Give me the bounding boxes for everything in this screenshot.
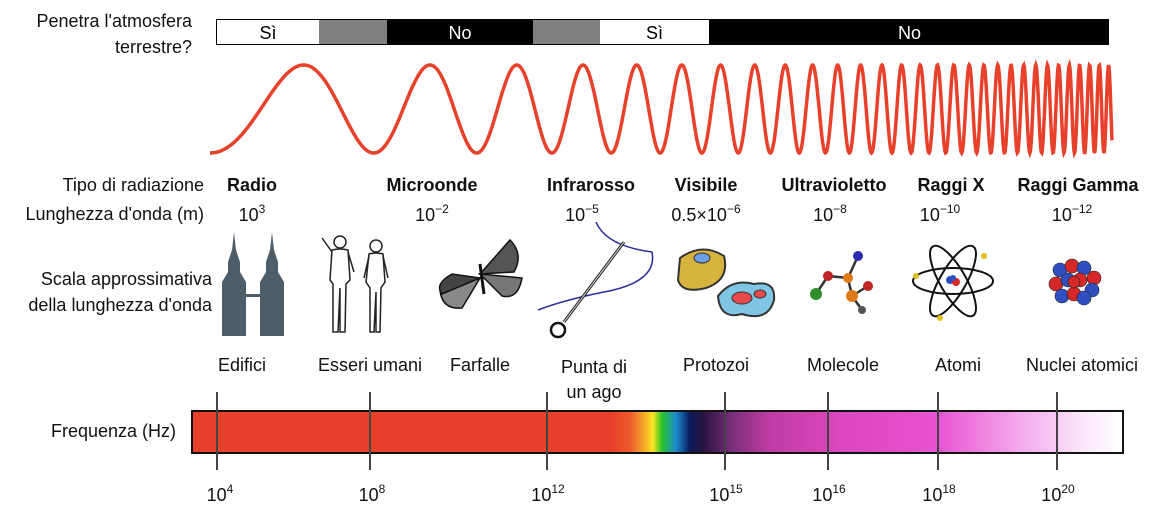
atmosphere-segment-yes: Sì: [600, 20, 709, 44]
scale-row-label: Scala approssimativa della lunghezza d'o…: [28, 266, 212, 318]
atmosphere-question-line2: terrestre?: [114, 37, 192, 57]
radiation-type-visible: Visibile: [674, 175, 738, 195]
scale-label-needle: Punta di un ago: [561, 355, 627, 405]
radiation-type-gamma: Raggi Gamma: [1017, 175, 1139, 195]
atmosphere-segment-partial: [319, 20, 387, 44]
frequency-spectrum-bar: [191, 410, 1124, 454]
scale-row-label-line2: della lunghezza d'onda: [28, 295, 212, 315]
scale-label-humans: Esseri umani: [317, 355, 423, 375]
frequency-tick: [937, 392, 939, 470]
frequency-tick-label: 1018: [922, 482, 956, 505]
atmosphere-question-line1: Penetra l'atmosfera: [36, 11, 192, 31]
wavelength-value: 10−10: [919, 202, 961, 225]
frequency-tick-label: 1012: [531, 482, 565, 505]
scale-label-needle-line2: un ago: [566, 382, 622, 402]
frequency-tick-label: 1020: [1041, 482, 1075, 505]
scale-label-protozoa: Protozoi: [682, 355, 750, 375]
atmosphere-question: Penetra l'atmosfera terrestre?: [36, 8, 192, 60]
radiation-type-row-label: Tipo di radiazione: [62, 175, 204, 195]
nucleus-icon: [1048, 258, 1102, 306]
protozoa-icon: [676, 248, 776, 318]
scale-label-buildings: Edifici: [217, 355, 267, 375]
atmosphere-segment-no: No: [387, 20, 533, 44]
humans-icon: [321, 235, 389, 333]
frequency-tick-label: 108: [358, 482, 386, 505]
wavelength-row-label: Lunghezza d'onda (m): [25, 204, 204, 224]
wavelength-value: 103: [238, 202, 266, 225]
scale-row-label-line1: Scala approssimativa: [40, 269, 212, 289]
buildings-icon: [222, 232, 284, 336]
radiation-type-ultraviolet: Ultravioletto: [781, 175, 887, 195]
frequency-tick: [724, 392, 726, 470]
scale-label-atoms: Atomi: [934, 355, 982, 375]
wavelength-value: 10−2: [415, 202, 449, 225]
frequency-tick: [216, 392, 218, 470]
atmosphere-segment-no: No: [709, 20, 1108, 44]
radiation-type-xray: Raggi X: [917, 175, 985, 195]
frequency-tick: [369, 392, 371, 470]
frequency-tick-label: 1015: [709, 482, 743, 505]
frequency-tick: [827, 392, 829, 470]
wave-illustration: [210, 58, 1114, 159]
atmosphere-penetration-bar: Sì No Sì No: [216, 19, 1109, 45]
frequency-tick: [1056, 392, 1058, 470]
frequency-tick-label: 1016: [812, 482, 846, 505]
atom-icon: [912, 244, 994, 321]
wavelength-value: 0.5×10−6: [671, 202, 741, 225]
wavelength-value: 10−5: [565, 202, 599, 225]
scale-label-molecules: Molecole: [806, 355, 880, 375]
molecule-icon: [810, 251, 873, 314]
atmosphere-segment-partial: [533, 20, 600, 44]
wave-line: [210, 58, 1114, 159]
scale-label-needle-line1: Punta di: [560, 357, 628, 377]
scale-label-nuclei: Nuclei atomici: [1025, 355, 1139, 375]
wavelength-value: 10−8: [813, 202, 847, 225]
wavelength-value: 10−12: [1051, 202, 1093, 225]
frequency-tick: [546, 392, 548, 470]
radiation-type-microwave: Microonde: [386, 175, 478, 195]
radiation-type-radio: Radio: [226, 175, 278, 195]
frequency-tick-label: 104: [206, 482, 234, 505]
scale-label-butterflies: Farfalle: [449, 355, 511, 375]
needle-icon: [537, 222, 654, 339]
frequency-row-label: Frequenza (Hz): [50, 421, 176, 441]
butterfly-icon: [438, 238, 523, 309]
radiation-type-infrared: Infrarosso: [546, 175, 636, 195]
atmosphere-segment-yes: Sì: [217, 20, 319, 44]
